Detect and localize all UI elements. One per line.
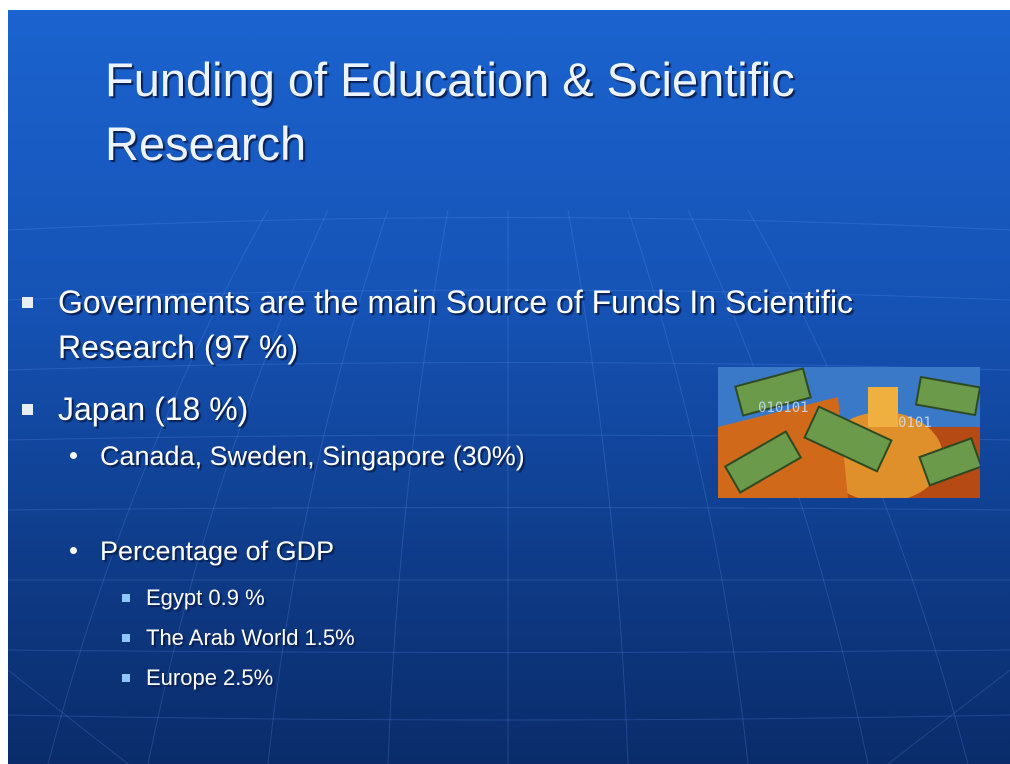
bullet-marker: [22, 404, 33, 415]
bullet-text: Governments are the main Source of Funds…: [58, 284, 854, 365]
svg-text:010101: 010101: [758, 400, 809, 416]
bullet-marker: [70, 547, 77, 554]
bullet-marker: [122, 634, 130, 642]
slide-title: Funding of Education & Scientific Resear…: [105, 53, 795, 170]
bullet-text: Egypt 0.9 %: [146, 585, 265, 610]
bullet-text: Canada, Sweden, Singapore (30%): [100, 441, 525, 471]
bullet-marker: [122, 674, 130, 682]
bullet-text: Percentage of GDP: [100, 536, 335, 566]
bullet-marker: [22, 297, 33, 308]
bullet-text: Japan (18 %): [58, 391, 249, 427]
bullet-text: The Arab World 1.5%: [146, 625, 355, 650]
slide: 010101 0101 Funding of Education & Scient…: [8, 10, 1010, 764]
bullet-text: Europe 2.5%: [146, 665, 274, 690]
svg-text:0101: 0101: [898, 415, 932, 431]
money-capitol-image: 010101 0101: [718, 367, 980, 498]
bullet-marker: [70, 452, 77, 459]
bullet-marker: [122, 594, 130, 602]
